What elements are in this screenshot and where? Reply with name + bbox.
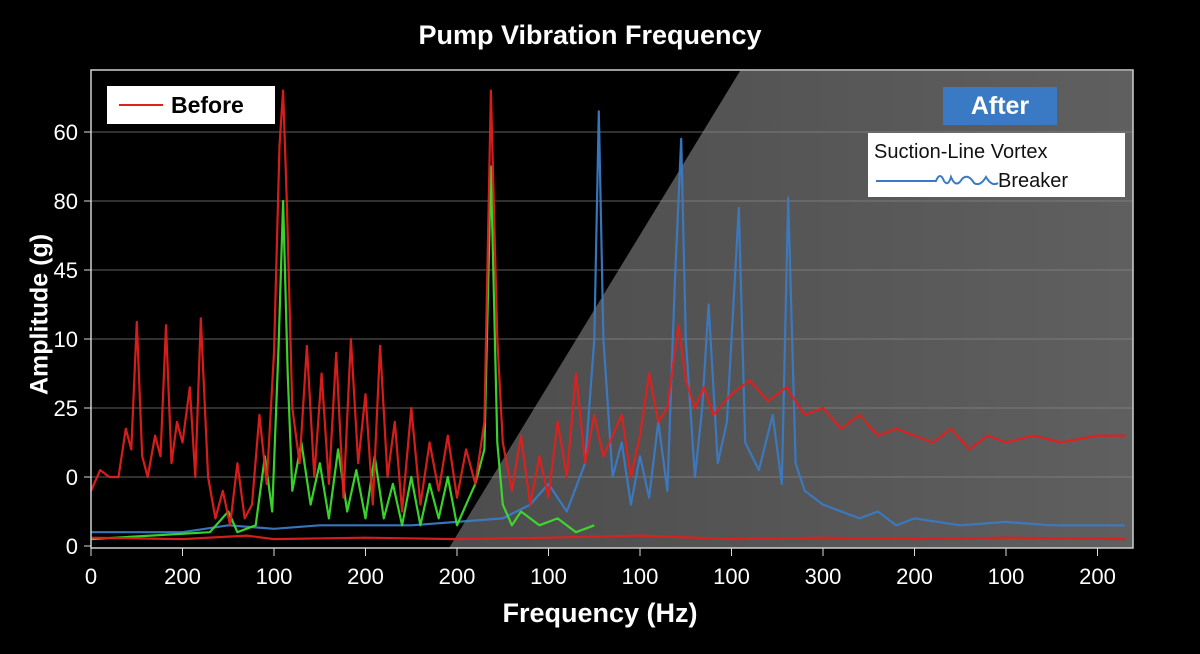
legend-after-badge: After (943, 87, 1057, 125)
series-line-trace-1 (90, 534, 1126, 541)
legend-before-swatch (119, 104, 163, 106)
legend-before: Before (107, 86, 275, 124)
x-axis-label: Frequency (Hz) (502, 598, 698, 628)
y-tick-label: 60 (54, 120, 78, 145)
x-tick-label: 100 (256, 564, 293, 589)
x-tick-label: 100 (622, 564, 659, 589)
series-line-after (91, 110, 1125, 534)
chart-title: Pump Vibration Frequency (418, 20, 762, 50)
y-axis-label: Amplitude (g) (25, 233, 54, 396)
legend-vortex-breaker-label: Suction-Line Vortex (874, 141, 1048, 163)
y-tick-label: 10 (54, 327, 78, 352)
legend-vortex-breaker-swatch (876, 174, 999, 186)
legend-vortex-breaker: Suction-Line Vortex Breaker (868, 133, 1125, 197)
y-tick-label: 45 (54, 258, 78, 283)
y-tick-label: 80 (54, 189, 78, 214)
x-tick-label: 200 (896, 564, 933, 589)
x-tick-label: 200 (347, 564, 384, 589)
x-tick-label: 0 (85, 564, 97, 589)
plot-frame (90, 69, 1134, 549)
series-line-before (89, 89, 1125, 527)
x-tick-label: 200 (164, 564, 201, 589)
x-tick-label: 200 (439, 564, 476, 589)
x-tick-label: 100 (988, 564, 1025, 589)
x-tick-label: 100 (530, 564, 567, 589)
y-tick-label: 0 (66, 534, 78, 559)
x-tick-label: 300 (805, 564, 842, 589)
x-tick-label: 100 (713, 564, 750, 589)
series-line-trace-2 (90, 165, 595, 541)
x-tick-label: 200 (1079, 564, 1116, 589)
legend-vortex-breaker-label-line2: Breaker (998, 170, 1069, 192)
y-tick-label: 25 (54, 396, 78, 421)
legend-before-label: Before (171, 91, 244, 118)
y-tick-label: 0 (66, 465, 78, 490)
